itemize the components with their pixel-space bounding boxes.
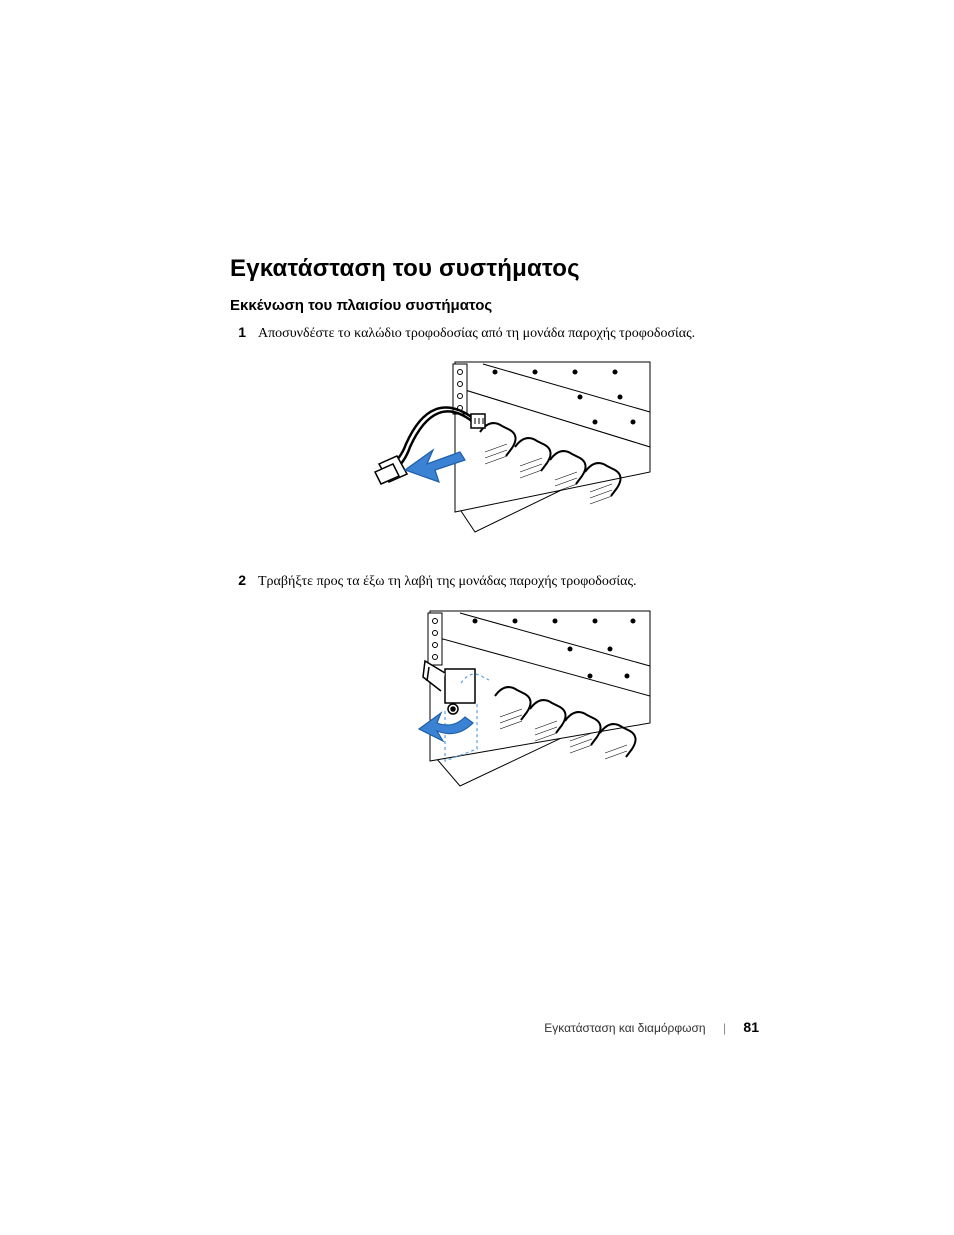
- page-footer: Εγκατάσταση και διαμόρφωση | 81: [0, 1019, 954, 1035]
- section-subtitle: Εκκένωση του πλαισίου συστήματος: [230, 297, 790, 314]
- page-number: 81: [743, 1019, 759, 1035]
- footer-section: Εγκατάσταση και διαμόρφωση: [544, 1021, 705, 1035]
- step-2: 2 Τραβήξτε προς τα έξω τη λαβή της μονάδ…: [230, 572, 790, 592]
- step-number: 2: [230, 572, 246, 592]
- step-1: 1 Αποσυνδέστε το καλώδιο τροφοδοσίας από…: [230, 324, 790, 344]
- step-text: Τραβήξτε προς τα έξω τη λαβή της μονάδας…: [258, 572, 637, 592]
- step-number: 1: [230, 324, 246, 344]
- page-title: Εγκατάσταση του συστήματος: [230, 255, 790, 283]
- footer-separator: |: [723, 1021, 726, 1035]
- figure-unplug-cable: [365, 352, 655, 552]
- step-text: Αποσυνδέστε το καλώδιο τροφοδοσίας από τ…: [258, 324, 695, 344]
- figure-pull-handle: [365, 601, 655, 801]
